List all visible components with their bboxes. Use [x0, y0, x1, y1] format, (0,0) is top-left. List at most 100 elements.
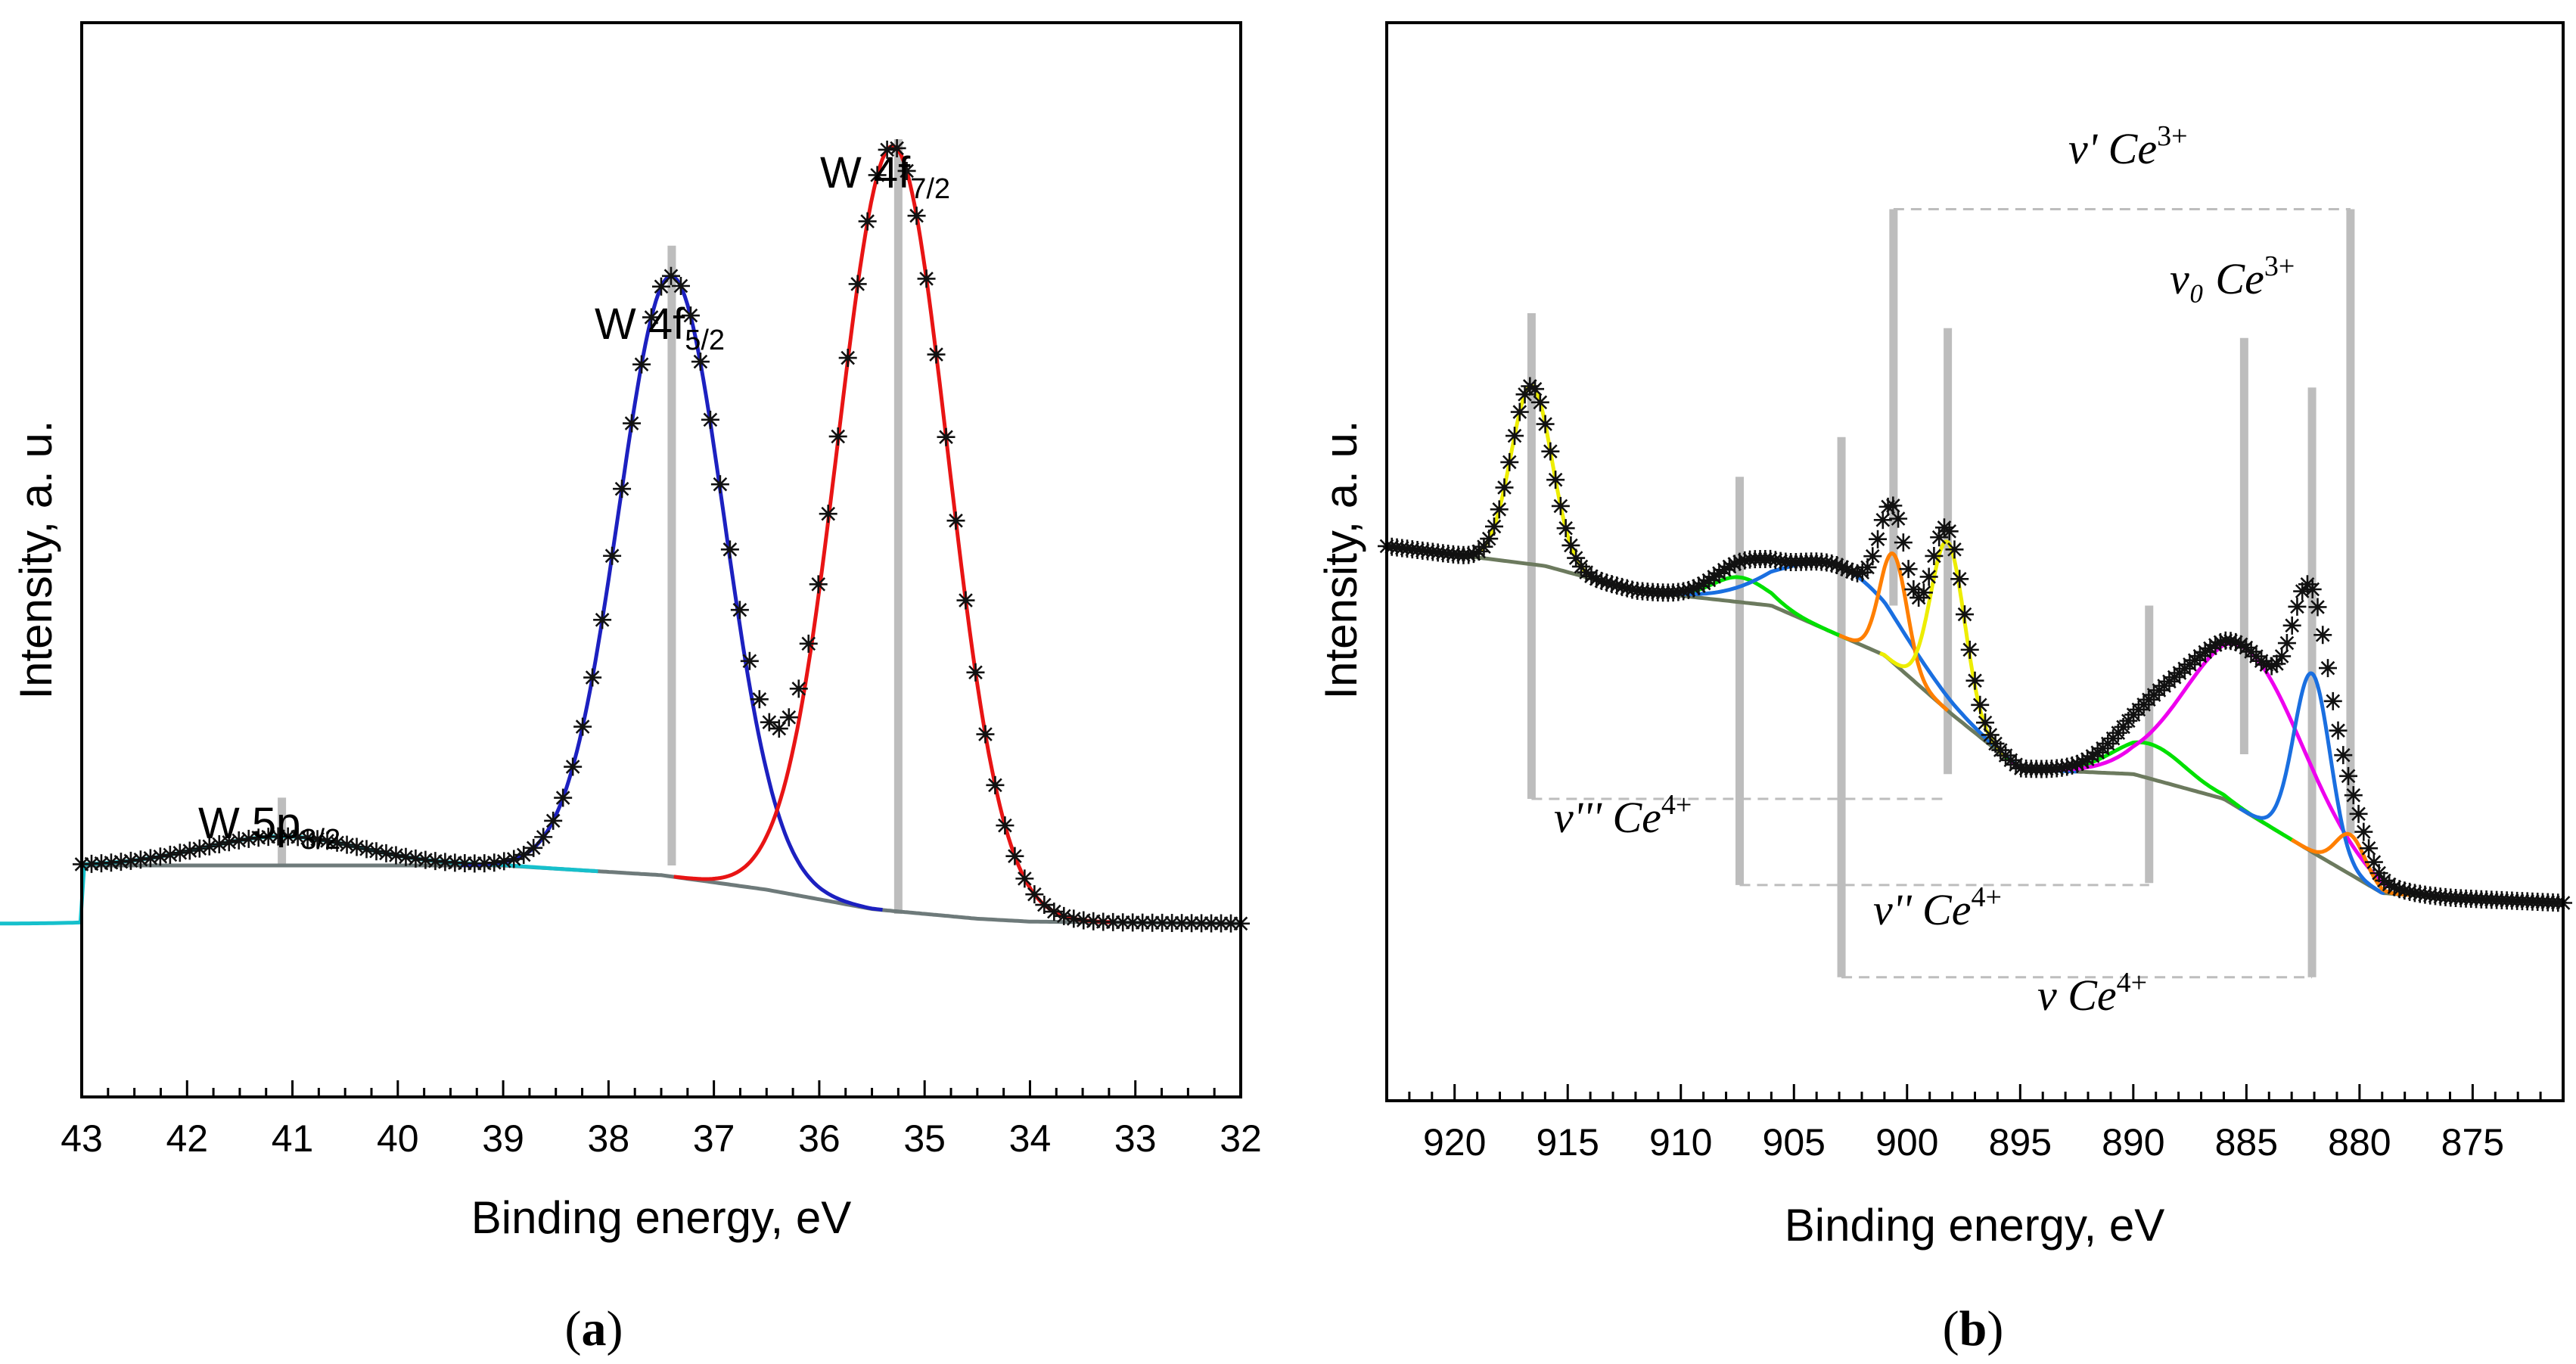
x-tick-label: 36 [798, 1117, 841, 1160]
data-point [2273, 647, 2292, 666]
data-point [1832, 558, 1851, 576]
data-point [603, 546, 622, 565]
panel-a-annotations: W 5p3/2W 4f5/2W 4f7/2 [198, 148, 950, 856]
data-point [966, 663, 985, 682]
data-point [828, 427, 847, 446]
data-point [2293, 582, 2312, 601]
data-point [2206, 635, 2225, 654]
panel-b-caption-letter: b [1959, 1301, 1987, 1356]
data-point [1945, 540, 1964, 559]
data-point [524, 838, 543, 857]
data-point [583, 668, 602, 687]
data-point [151, 847, 169, 866]
data-point [534, 828, 553, 847]
data-point [141, 849, 160, 868]
x-tick-label: 32 [1220, 1117, 1262, 1160]
data-point [160, 845, 179, 864]
data-point [1582, 567, 1601, 586]
data-point [298, 828, 317, 847]
data-point [1613, 577, 1631, 596]
label-w4f52: W 4f5/2 [595, 300, 725, 356]
data-point [819, 505, 837, 524]
label-v2-ce4-sup: 4+ [1971, 881, 2001, 913]
data-point [2068, 754, 2087, 773]
panel-b: 920 915 910 905 900 895 890 885 880 875 Binding e… [1316, 21, 2572, 1356]
data-point [2073, 752, 2092, 771]
data-point [691, 353, 710, 371]
data-point [878, 140, 896, 159]
panel-b-caption: (b) [1943, 1301, 2004, 1356]
label-w5p32-main: W 5p [198, 799, 300, 848]
data-point [1976, 713, 1995, 732]
data-point [406, 849, 425, 868]
x-tick-label: 905 [1763, 1121, 1826, 1164]
data-point [2262, 657, 2281, 676]
data-point [927, 345, 946, 364]
data-point [1536, 415, 1555, 433]
data-point [1133, 913, 1152, 932]
panel-a-plot [0, 138, 1250, 933]
data-point [1919, 567, 1938, 586]
data-point [1869, 530, 1888, 548]
x-tick-label: 880 [2328, 1121, 2391, 1164]
data-point [750, 690, 769, 709]
x-tick-label: 37 [693, 1117, 735, 1160]
data-point [200, 837, 219, 856]
data-point [681, 306, 700, 325]
data-point [396, 847, 415, 866]
label-v0-ce3-main: v₀ Ce [2170, 254, 2264, 303]
data-point [858, 212, 877, 231]
x-tick-label: 33 [1114, 1117, 1157, 1160]
x-tick-label: 34 [1009, 1117, 1052, 1160]
data-point [426, 852, 445, 871]
data-point [1490, 500, 1509, 519]
data-point [387, 846, 406, 865]
data-point [779, 708, 798, 727]
data-point [1104, 912, 1123, 931]
data-point [1153, 913, 1172, 932]
data-point [2267, 654, 2286, 673]
background-line [82, 863, 1241, 926]
data-point [1843, 562, 1862, 581]
data-point [701, 410, 719, 429]
panel-a-x-ticks: 43 42 41 40 39 38 37 36 35 34 33 32 [61, 1080, 1262, 1160]
data-point [1480, 530, 1499, 548]
x-tick-label: 875 [2441, 1121, 2504, 1164]
data-point [2078, 750, 2097, 769]
data-point [661, 266, 680, 285]
data-point [2319, 659, 2337, 678]
panel-b-y-axis-title: Intensity, a. u. [1316, 420, 1366, 699]
data-point [573, 717, 592, 736]
data-point [1838, 560, 1857, 579]
label-w4f72-main: W 4f [820, 148, 911, 197]
data-point [1608, 576, 1627, 595]
data-point [2329, 721, 2348, 740]
data-point [1720, 557, 1739, 576]
data-point [1592, 571, 1611, 590]
data-point [2385, 878, 2404, 896]
x-tick-label: 910 [1649, 1121, 1712, 1164]
data-point [111, 853, 130, 872]
label-w4f52-main: W 4f [595, 300, 685, 349]
panel-b-x-ticks: 920 915 910 905 900 895 890 885 880 875 [1385, 1084, 2565, 1164]
data-point [485, 853, 504, 872]
panel-b-x-axis-title: Binding energy, eV [1785, 1200, 2165, 1251]
data-point [2395, 881, 2414, 900]
label-v0-ce3: v₀ Ce3+ [2170, 250, 2295, 303]
data-point [2062, 756, 2081, 775]
data-point [2252, 651, 2271, 670]
data-point [328, 833, 346, 852]
data-point [1960, 640, 1979, 659]
data-point [868, 166, 887, 185]
data-point [2344, 786, 2363, 805]
data-point [1045, 903, 1064, 921]
data-point [2211, 632, 2230, 651]
data-point [1182, 914, 1201, 933]
data-point [269, 827, 287, 846]
data-point [2303, 579, 2322, 598]
data-point [1884, 496, 1903, 515]
data-point [1684, 579, 1703, 598]
data-point [1025, 885, 1044, 904]
data-point [632, 355, 651, 374]
data-point [1143, 913, 1162, 932]
